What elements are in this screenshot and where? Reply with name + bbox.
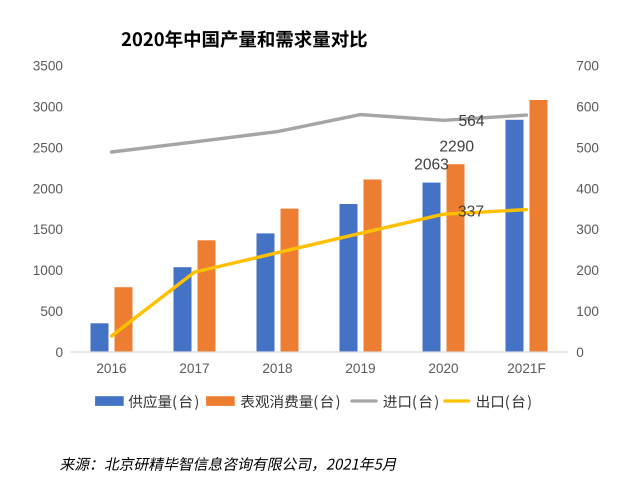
svg-text:2021F: 2021F — [507, 361, 546, 376]
svg-text:2016: 2016 — [96, 361, 126, 376]
svg-text:3500: 3500 — [33, 59, 64, 74]
svg-text:700: 700 — [576, 59, 599, 74]
svg-text:600: 600 — [576, 100, 599, 115]
svg-text:1500: 1500 — [33, 222, 64, 237]
svg-text:337: 337 — [458, 204, 484, 221]
svg-text:200: 200 — [576, 263, 599, 278]
svg-text:3000: 3000 — [33, 100, 64, 115]
svg-text:1000: 1000 — [33, 263, 64, 278]
svg-text:400: 400 — [576, 181, 599, 196]
svg-text:2063: 2063 — [414, 157, 449, 174]
svg-text:2017: 2017 — [179, 361, 209, 376]
svg-text:2018: 2018 — [262, 361, 292, 376]
svg-text:500: 500 — [576, 141, 599, 156]
svg-text:2500: 2500 — [33, 141, 64, 156]
svg-text:2290: 2290 — [439, 139, 474, 156]
svg-text:2000: 2000 — [33, 181, 64, 196]
svg-text:0: 0 — [576, 345, 584, 360]
svg-text:300: 300 — [576, 222, 599, 237]
svg-text:500: 500 — [40, 304, 63, 319]
svg-text:2019: 2019 — [345, 361, 375, 376]
svg-text:564: 564 — [458, 113, 484, 130]
svg-text:100: 100 — [576, 304, 599, 319]
svg-text:2020: 2020 — [428, 361, 459, 376]
svg-text:0: 0 — [55, 345, 63, 360]
